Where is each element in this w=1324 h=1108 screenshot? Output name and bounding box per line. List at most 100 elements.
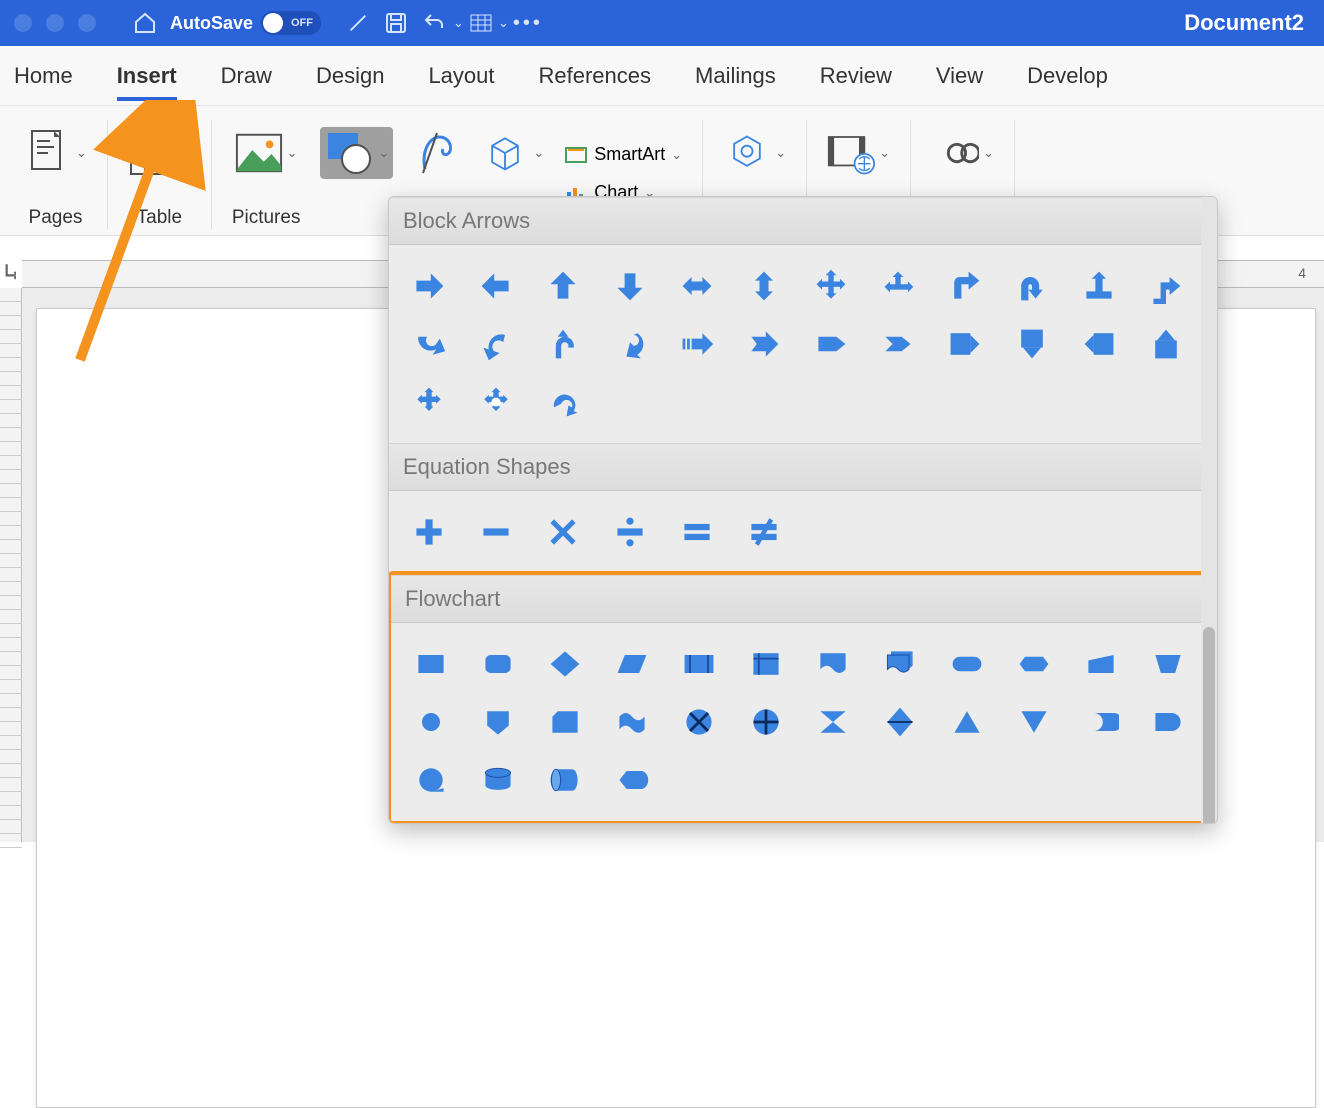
table-chevron-icon[interactable]: ⌄: [498, 15, 509, 31]
shape-punched-tape[interactable]: [598, 693, 665, 751]
tab-references[interactable]: References: [539, 57, 652, 95]
shape-delay[interactable]: [1134, 693, 1201, 751]
shape-plus[interactable]: [395, 503, 462, 561]
link-chevron-icon[interactable]: ⌄: [983, 145, 994, 161]
shapes-button[interactable]: ⌄: [320, 127, 393, 179]
tab-mailings[interactable]: Mailings: [695, 57, 776, 95]
shape-magnetic-disk[interactable]: [464, 751, 531, 809]
table-chevron-icon[interactable]: ⌄: [180, 145, 191, 161]
shape-collate[interactable]: [799, 693, 866, 751]
shape-data[interactable]: [598, 635, 665, 693]
shape-arrow-right[interactable]: [395, 257, 462, 315]
shape-seq-access[interactable]: [397, 751, 464, 809]
tab-home[interactable]: Home: [14, 57, 73, 95]
shape-bent-right[interactable]: [931, 257, 998, 315]
shape-not-equal[interactable]: [730, 503, 797, 561]
shape-notched-r[interactable]: [730, 315, 797, 373]
tab-insert[interactable]: Insert: [117, 57, 177, 95]
cube-chevron-icon[interactable]: ⌄: [533, 145, 544, 161]
max-dot[interactable]: [78, 14, 96, 32]
shape-direct-access[interactable]: [531, 751, 598, 809]
home-icon[interactable]: [132, 10, 158, 36]
pictures-chevron-icon[interactable]: ⌄: [287, 145, 298, 161]
shape-quad-callout[interactable]: [395, 373, 462, 431]
shape-curve-u[interactable]: [529, 315, 596, 373]
online-video-icon[interactable]: [827, 129, 875, 177]
shape-curve-d[interactable]: [395, 315, 462, 373]
shape-arrow-down[interactable]: [596, 257, 663, 315]
shape-sort[interactable]: [866, 693, 933, 751]
shape-arrow-quad[interactable]: [797, 257, 864, 315]
table-quick-icon[interactable]: [468, 10, 494, 36]
shape-chevron-r[interactable]: [864, 315, 931, 373]
shape-alt-process[interactable]: [464, 635, 531, 693]
min-dot[interactable]: [46, 14, 64, 32]
shape-callout-u[interactable]: [1132, 315, 1199, 373]
tab-view[interactable]: View: [936, 57, 983, 95]
shape-callout-l[interactable]: [1065, 315, 1132, 373]
tab-draw[interactable]: Draw: [221, 57, 272, 95]
shape-merge[interactable]: [1000, 693, 1067, 751]
shape-stored-data[interactable]: [1067, 693, 1134, 751]
shape-manual-input[interactable]: [1067, 635, 1134, 693]
shape-arrow-left[interactable]: [462, 257, 529, 315]
shape-card[interactable]: [531, 693, 598, 751]
shape-internal-storage[interactable]: [732, 635, 799, 693]
shape-u-turn-r[interactable]: [998, 257, 1065, 315]
shape-curve-back[interactable]: [596, 315, 663, 373]
save-icon[interactable]: [383, 10, 409, 36]
shape-multiply[interactable]: [529, 503, 596, 561]
shape-callout-r[interactable]: [931, 315, 998, 373]
shape-process[interactable]: [397, 635, 464, 693]
shape-extract[interactable]: [933, 693, 1000, 751]
shape-lr-up[interactable]: [1065, 257, 1132, 315]
shape-circ-arrow[interactable]: [529, 373, 596, 431]
shape-arrow-up[interactable]: [529, 257, 596, 315]
shape-equal[interactable]: [663, 503, 730, 561]
shape-striped-r[interactable]: [663, 315, 730, 373]
link-icon[interactable]: [931, 129, 979, 177]
table-icon[interactable]: [128, 129, 176, 177]
pages-icon[interactable]: [24, 129, 72, 177]
media-chevron-icon[interactable]: ⌄: [879, 145, 890, 161]
shape-summing[interactable]: [665, 693, 732, 751]
pictures-icon[interactable]: [235, 129, 283, 177]
undo-icon[interactable]: [421, 10, 447, 36]
shape-curve-l[interactable]: [462, 315, 529, 373]
shape-connector[interactable]: [397, 693, 464, 751]
more-icon[interactable]: •••: [515, 10, 541, 36]
shape-arrow-tri[interactable]: [864, 257, 931, 315]
close-dot[interactable]: [14, 14, 32, 32]
shape-callout-d[interactable]: [998, 315, 1065, 373]
shape-manual-op[interactable]: [1134, 635, 1201, 693]
shape-predefined[interactable]: [665, 635, 732, 693]
shape-pentagon-r[interactable]: [797, 315, 864, 373]
shape-decision[interactable]: [531, 635, 598, 693]
shape-round-quad[interactable]: [462, 373, 529, 431]
smartart-button[interactable]: SmartArt ⌄: [564, 139, 682, 171]
shape-offpage[interactable]: [464, 693, 531, 751]
tab-review[interactable]: Review: [820, 57, 892, 95]
tab-develop[interactable]: Develop: [1027, 57, 1108, 95]
tab-layout[interactable]: Layout: [428, 57, 494, 95]
dropdown-scrollbar[interactable]: [1201, 197, 1217, 823]
shape-minus[interactable]: [462, 503, 529, 561]
shape-display[interactable]: [598, 751, 665, 809]
autosave-toggle[interactable]: OFF: [261, 11, 321, 35]
undo-chevron-icon[interactable]: ⌄: [453, 15, 464, 31]
cube-icon[interactable]: [481, 129, 529, 177]
shape-multidoc[interactable]: [866, 635, 933, 693]
addins-chevron-icon[interactable]: ⌄: [775, 145, 786, 161]
shape-or[interactable]: [732, 693, 799, 751]
shape-divide[interactable]: [596, 503, 663, 561]
shape-arrow-ud[interactable]: [730, 257, 797, 315]
shape-arrow-lr[interactable]: [663, 257, 730, 315]
pages-chevron-icon[interactable]: ⌄: [76, 145, 87, 161]
shape-corner-up[interactable]: [1132, 257, 1199, 315]
line-icon[interactable]: [345, 10, 371, 36]
shape-terminator[interactable]: [933, 635, 1000, 693]
shape-document[interactable]: [799, 635, 866, 693]
tab-design[interactable]: Design: [316, 57, 384, 95]
addins-icon[interactable]: [723, 129, 771, 177]
icons-icon[interactable]: [413, 129, 461, 177]
